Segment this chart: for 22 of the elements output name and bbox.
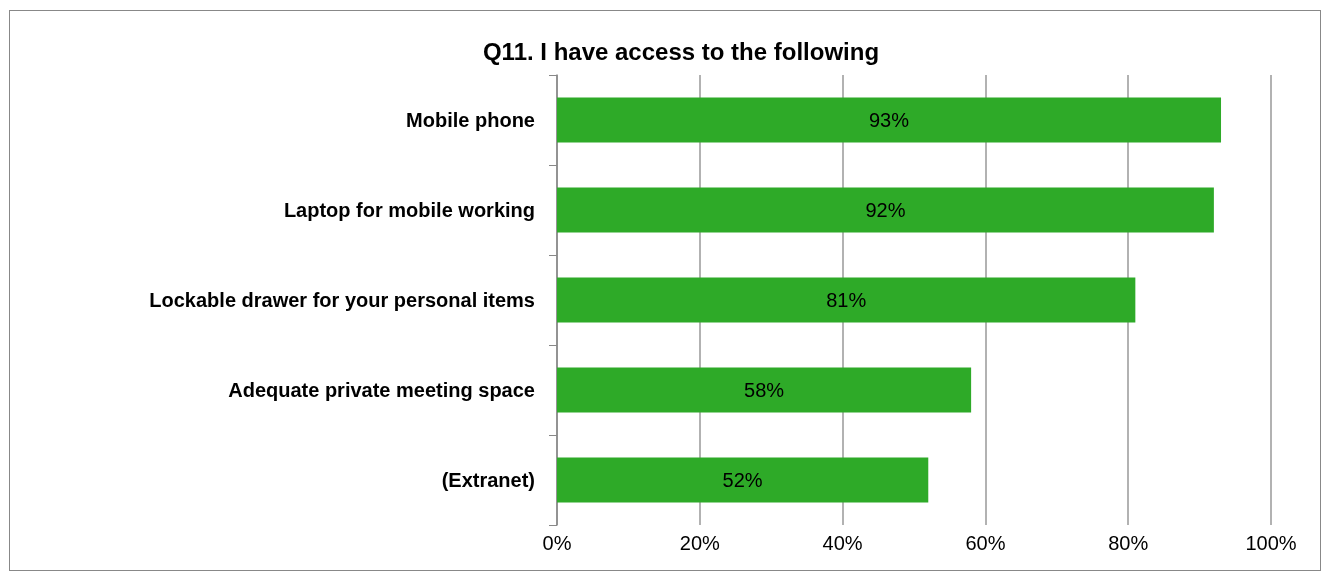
x-tick-label: 0% xyxy=(542,532,572,554)
y-tick-label: (Extranet) xyxy=(441,469,535,491)
data-label: 81% xyxy=(826,289,867,311)
chart-title: Q11. I have access to the following xyxy=(482,37,880,65)
data-label: 93% xyxy=(868,109,910,131)
bar xyxy=(557,277,1136,323)
y-tick-label: Adequate private meeting space xyxy=(228,379,535,401)
y-tick-label: Mobile phone xyxy=(406,109,535,131)
x-tick-label: 80% xyxy=(1108,532,1149,554)
y-tick-label: Lockable drawer for your personal items xyxy=(149,289,535,311)
y-tick-label: Laptop for mobile working xyxy=(283,199,535,221)
data-label: 92% xyxy=(865,199,906,221)
bar xyxy=(557,97,1222,143)
x-tick-label: 100% xyxy=(1245,532,1297,554)
bar xyxy=(557,187,1214,233)
x-tick-label: 20% xyxy=(679,532,721,554)
x-tick-label: 40% xyxy=(822,532,863,554)
data-label: 52% xyxy=(722,469,763,491)
x-tick-label: 60% xyxy=(965,532,1006,554)
bar xyxy=(557,367,972,413)
data-label: 58% xyxy=(744,379,785,401)
bar xyxy=(557,457,929,503)
